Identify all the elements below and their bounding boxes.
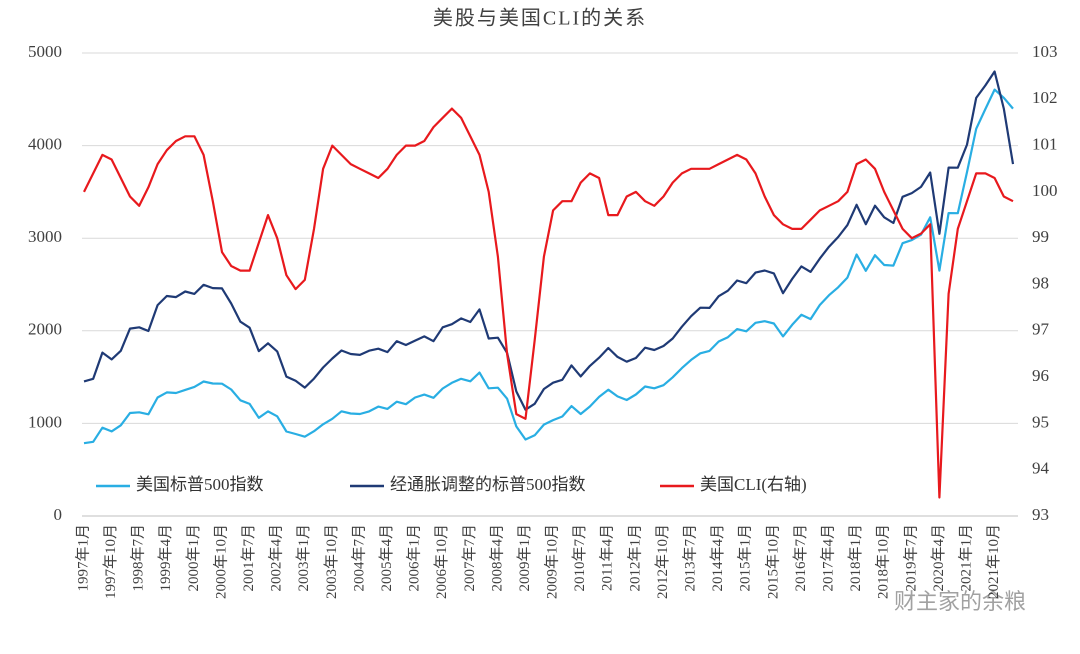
series-line — [83, 88, 1014, 445]
x-tick-label: 2009年10月 — [544, 524, 561, 599]
x-tick-label: 2005年4月 — [378, 524, 395, 592]
x-tick-label: 2014年4月 — [709, 524, 726, 592]
x-tick-label: 2018年1月 — [847, 524, 864, 592]
x-tick-label: 2012年1月 — [626, 524, 643, 592]
x-tick-label: 2006年10月 — [433, 524, 450, 599]
legend-label: 美国CLI(右轴) — [700, 475, 807, 494]
x-tick-label: 2003年10月 — [323, 524, 340, 599]
x-tick-label: 1997年1月 — [74, 524, 91, 592]
x-tick-label: 2003年1月 — [295, 524, 312, 592]
y2-tick-label: 94 — [1032, 459, 1050, 478]
x-tick-label: 2019年7月 — [902, 524, 919, 592]
y2-tick-label: 98 — [1032, 273, 1049, 292]
y-tick-label: 4000 — [28, 135, 62, 154]
y2-tick-label: 103 — [1032, 42, 1058, 61]
y-tick-label: 1000 — [28, 412, 62, 431]
x-tick-label: 2012年10月 — [654, 524, 671, 599]
y2-tick-label: 100 — [1032, 181, 1058, 200]
x-tick-label: 1997年10月 — [102, 524, 119, 599]
x-tick-label: 2020年4月 — [930, 524, 947, 592]
watermark: 财主家的余粮 — [894, 589, 1026, 614]
x-tick-label: 2016年7月 — [792, 524, 809, 592]
x-tick-label: 2001年7月 — [240, 524, 257, 592]
legend-label: 经通胀调整的标普500指数 — [390, 475, 586, 494]
x-tick-label: 2009年1月 — [516, 524, 533, 592]
x-tick-label: 2002年4月 — [268, 524, 285, 592]
x-tick-label: 1999年4月 — [157, 524, 174, 592]
series-line — [83, 107, 1014, 499]
x-tick-label: 2000年1月 — [185, 524, 202, 592]
y-tick-label: 2000 — [28, 320, 62, 339]
y2-tick-label: 99 — [1032, 227, 1049, 246]
x-tick-label: 2018年10月 — [875, 524, 892, 599]
x-tick-label: 1998年7月 — [130, 524, 147, 592]
x-tick-label: 2013年7月 — [682, 524, 699, 592]
x-tick-label: 2015年10月 — [764, 524, 781, 599]
x-tick-label: 2010年7月 — [571, 524, 588, 592]
x-tick-label: 2008年4月 — [488, 524, 505, 592]
y2-tick-label: 102 — [1032, 88, 1058, 107]
x-tick-label: 2021年1月 — [957, 524, 974, 592]
legend-label: 美国标普500指数 — [136, 475, 264, 494]
y2-tick-label: 95 — [1032, 412, 1049, 431]
y2-tick-label: 101 — [1032, 135, 1058, 154]
y-tick-label: 5000 — [28, 42, 62, 61]
x-tick-label: 2015年1月 — [737, 524, 754, 592]
x-tick-label: 2007年7月 — [461, 524, 478, 592]
x-tick-label: 2006年1月 — [406, 524, 423, 592]
y-tick-label: 0 — [54, 505, 63, 524]
x-tick-label: 2021年10月 — [985, 524, 1002, 599]
x-tick-label: 2011年4月 — [599, 524, 616, 591]
y2-tick-label: 93 — [1032, 505, 1049, 524]
y2-tick-label: 97 — [1032, 320, 1050, 339]
series-line — [83, 70, 1015, 411]
x-tick-label: 2004年7月 — [350, 524, 367, 592]
chart-title: 美股与美国CLI的关系 — [433, 7, 647, 30]
y2-tick-label: 96 — [1032, 366, 1049, 385]
y-tick-label: 3000 — [28, 227, 62, 246]
x-tick-label: 2000年10月 — [212, 524, 229, 599]
x-tick-label: 2017年4月 — [819, 524, 836, 592]
